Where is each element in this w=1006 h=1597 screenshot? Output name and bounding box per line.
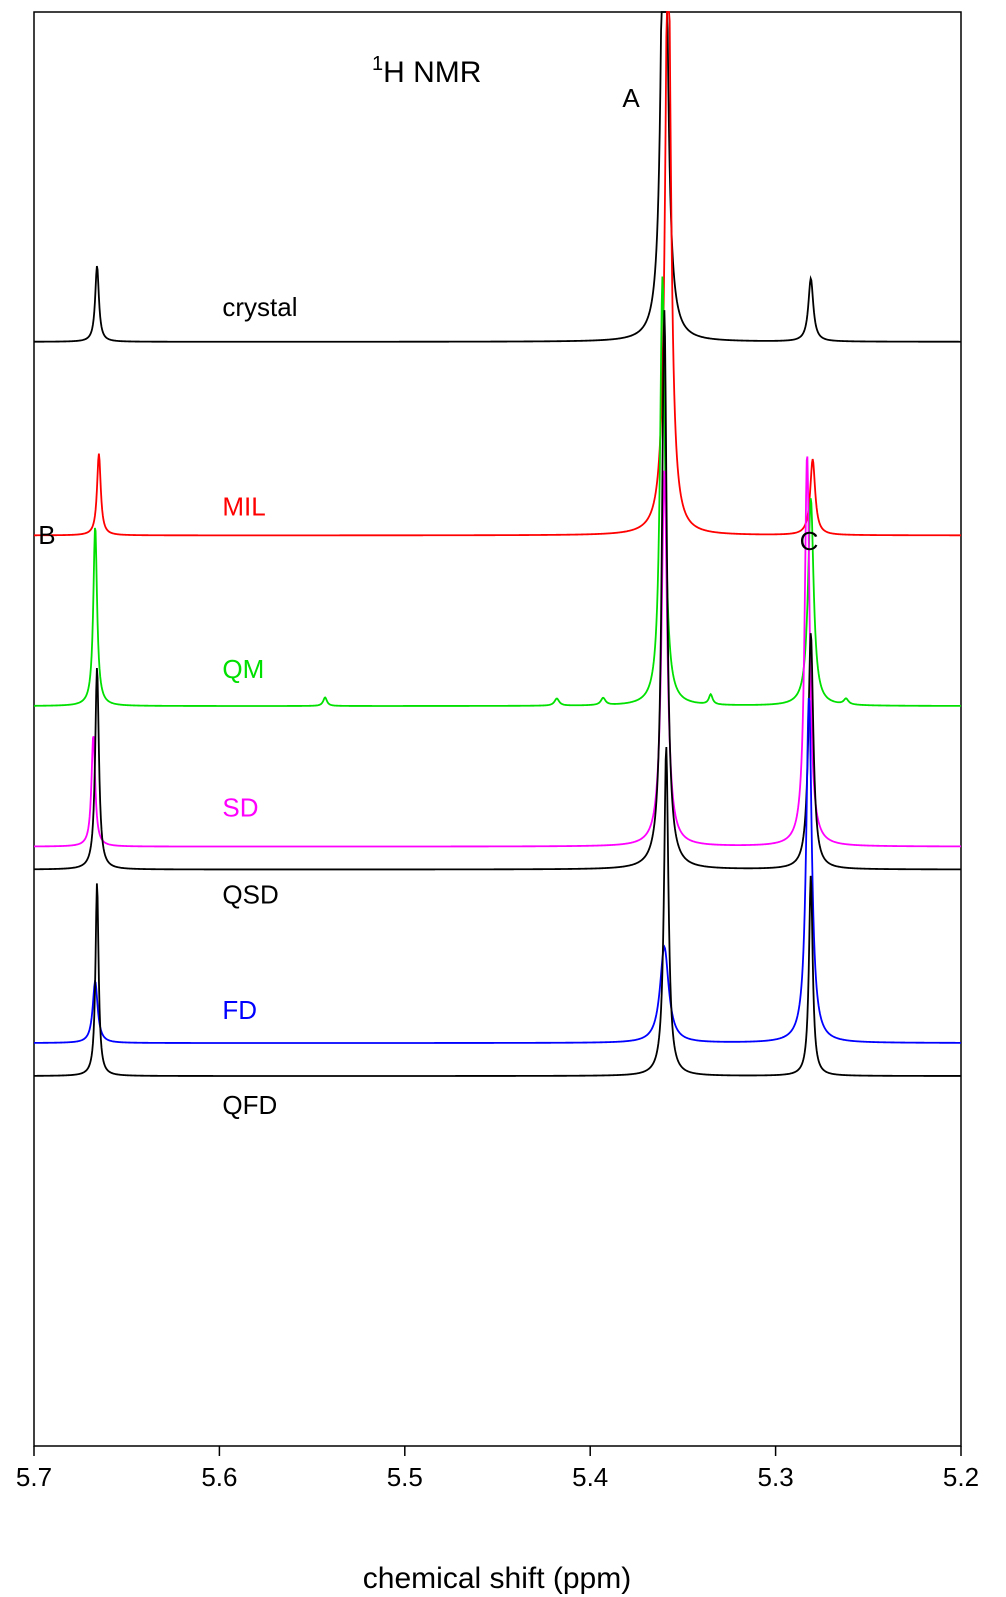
x-tick-label-4: 5.3 [758,1462,794,1492]
series-label-mil: MIL [222,491,265,521]
series-label-qm: QM [222,654,264,684]
series-line-fd [34,697,961,1044]
x-tick-label-1: 5.6 [201,1462,237,1492]
series-label-fd: FD [222,995,257,1025]
x-tick-label-2: 5.5 [387,1462,423,1492]
series-line-mil [33,11,961,537]
chart-title: 1H NMR [372,53,481,89]
x-axis: 5.7 5.6 5.5 5.4 5.3 5.2 [16,1446,979,1492]
x-axis-label: chemical shift (ppm) [363,1562,631,1595]
series-labels: crystal MIL QM SD QSD FD QFD [222,292,297,1120]
series-line-qfd [34,746,961,1077]
series-label-qfd: QFD [222,1090,277,1120]
series-line-qsd [34,310,961,871]
spectra-layer [33,11,961,1077]
series-label-qsd: QSD [222,880,278,910]
title-superscript: 1 [372,53,383,75]
x-tick-label-3: 5.4 [572,1462,608,1492]
series-label-crystal: crystal [222,292,297,322]
x-tick-label-5: 5.2 [943,1462,979,1492]
x-tick-label-0: 5.7 [16,1462,52,1492]
series-line-sd [34,456,961,848]
series-label-sd: SD [222,793,258,823]
series-line-qm [34,276,961,707]
series-line-crystal [34,11,961,343]
title-main: H NMR [383,56,481,89]
plot-frame [33,11,962,1447]
peak-labels: A B C [38,83,818,556]
peak-label-c: C [800,526,819,556]
peak-label-a: A [622,83,640,113]
peak-label-b: B [38,520,55,550]
